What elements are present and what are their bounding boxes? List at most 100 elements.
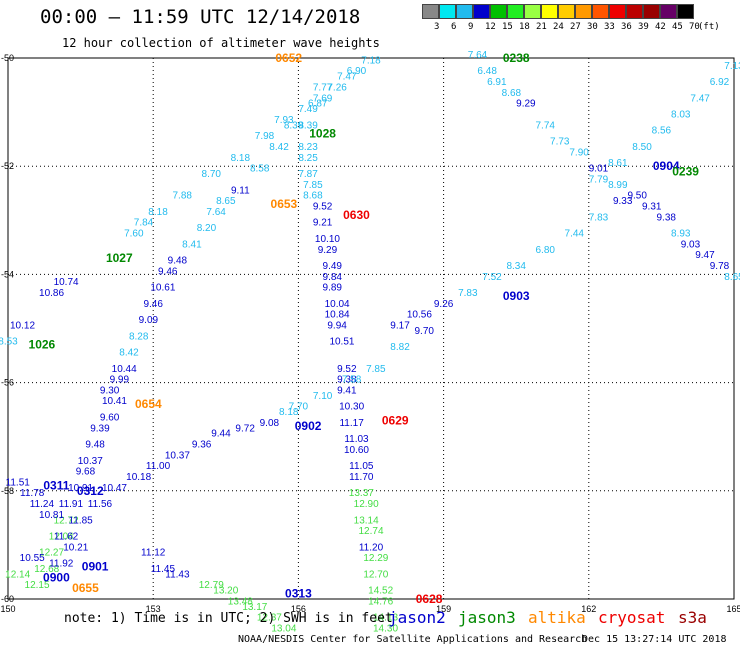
track-time-label: 0628	[416, 592, 443, 606]
legend-label-24: 24	[553, 22, 564, 32]
generated-timestamp: Dec 15 13:27:14 UTC 2018	[582, 634, 727, 645]
wave-height-value: 8.68	[303, 191, 323, 202]
wave-height-value: 9.38	[337, 375, 357, 386]
track-time-label: 0312	[77, 484, 104, 498]
legend-swatch-36	[609, 4, 626, 19]
wave-height-value: 9.48	[168, 256, 188, 267]
wave-height-value: 7.90	[569, 147, 589, 158]
wave-height-value: 12.79	[199, 580, 224, 591]
wave-height-value: 9.30	[100, 385, 120, 396]
map-frame	[7, 57, 735, 600]
color-scale-labels: 3 6 9 12 15 18 21 24 27 30 33 36 39 42 45 70 (ft)	[422, 22, 740, 34]
wave-height-value: 11.92	[49, 559, 74, 570]
wave-height-value: 9.31	[642, 201, 662, 212]
wave-height-value: 8.65	[724, 272, 740, 283]
wave-height-value: 10.47	[102, 483, 127, 494]
wave-height-value: 11.24	[30, 499, 55, 510]
wave-height-value: 7.64	[468, 50, 488, 61]
track-time-label: 1027	[106, 251, 133, 265]
track-time-label: 0900	[43, 570, 70, 584]
track-time-label: 0629	[382, 413, 409, 427]
wave-height-value: 9.29	[516, 99, 536, 110]
wave-height-value: 10.44	[112, 364, 137, 375]
wave-height-value: 7.52	[482, 272, 502, 283]
wave-height-value: 8.93	[671, 229, 691, 240]
lat-tick-label: -56	[1, 378, 14, 388]
wave-height-value: 10.56	[407, 310, 432, 321]
wave-height-value: 6.48	[477, 66, 497, 77]
wave-height-value: 9.70	[415, 326, 435, 337]
wave-height-value: 8.68	[502, 88, 522, 99]
wave-height-value: 7.64	[206, 207, 226, 218]
legend-label-33: 33	[604, 22, 615, 32]
wave-height-value: 12.15	[25, 580, 50, 591]
wave-height-value: 10.81	[39, 510, 64, 521]
track-time-label: 1026	[29, 338, 56, 352]
legend-label-18: 18	[519, 22, 530, 32]
wave-height-value: 10.74	[54, 277, 79, 288]
legend-label-70: 70	[689, 22, 700, 32]
track-time-label: 0630	[343, 208, 370, 222]
legend-swatch-70	[677, 4, 694, 19]
wave-height-value: 7.85	[366, 364, 386, 375]
legend-swatch-24	[541, 4, 558, 19]
legend-swatch-9	[456, 4, 473, 19]
wave-height-value: 8.34	[506, 261, 526, 272]
wave-height-value: 12.90	[354, 499, 379, 510]
wave-height-value: 10.41	[102, 396, 127, 407]
lon-tick-label: 156	[291, 604, 306, 614]
map-subtitle: 12 hour collection of altimeter wave hei…	[62, 36, 380, 50]
track-time-label: 1028	[309, 127, 336, 141]
track-time-label: 0313	[285, 587, 312, 601]
wave-height-value: 13.37	[349, 488, 374, 499]
track-time-label: 0239	[672, 165, 699, 179]
wave-height-value: 8.99	[608, 180, 628, 191]
wave-height-value: 8.70	[202, 169, 222, 180]
wave-height-value: 8.18	[148, 207, 168, 218]
wave-height-value: 11.43	[165, 569, 190, 580]
wave-height-value: 9.46	[143, 299, 163, 310]
wave-height-value: 9.47	[695, 250, 715, 261]
wave-height-value: 9.17	[390, 321, 410, 332]
satellite-legend-cryosat: cryosat	[598, 608, 666, 627]
wave-height-value: 7.73	[550, 137, 570, 148]
wave-height-value: 11.12	[141, 548, 166, 559]
satellite-legend-s3a: s3a	[678, 608, 707, 627]
wave-height-value: 9.52	[337, 364, 357, 375]
wave-height-value: 9.26	[434, 299, 454, 310]
color-scale-legend	[422, 4, 694, 19]
legend-label-42: 42	[655, 22, 666, 32]
lon-tick-label: 153	[146, 604, 161, 614]
satellite-legend-jason3: jason3	[458, 608, 516, 627]
legend-swatch-33	[592, 4, 609, 19]
wave-height-value: 9.50	[627, 191, 647, 202]
track-time-label: 0904	[653, 159, 680, 173]
wave-height-value: 7.70	[289, 402, 309, 413]
wave-height-value: 8.50	[632, 142, 652, 153]
legend-swatch-21	[524, 4, 541, 19]
wave-height-value: 12.70	[363, 569, 388, 580]
wave-height-value: 7.74	[536, 120, 556, 131]
wave-height-value: 8.18	[279, 407, 299, 418]
wave-height-value: 7.60	[124, 229, 144, 240]
wave-height-value: 6.92	[710, 77, 730, 88]
wave-height-value: 9.68	[76, 467, 96, 478]
legend-swatch-45	[660, 4, 677, 19]
credit-text: NOAA/NESDIS Center for Satellite Applica…	[238, 634, 588, 645]
wave-height-value: 7.26	[327, 82, 347, 93]
legend-label-15: 15	[502, 22, 513, 32]
wave-height-value: 11.17	[339, 418, 364, 429]
legend-label-3: 3	[434, 22, 440, 32]
footnote: note: 1) Time is in UTC; 2) SWH is in fe…	[64, 611, 393, 626]
wave-height-value: 11.70	[349, 472, 374, 483]
wave-height-value: 8.53	[0, 337, 18, 348]
wave-height-value: 8.61	[608, 158, 628, 169]
legend-swatch-42	[643, 4, 660, 19]
wave-height-value: 7.83	[589, 212, 609, 223]
wave-height-value: 9.21	[313, 218, 333, 229]
wave-height-value: 12.68	[34, 564, 59, 575]
wave-height-value: 8.28	[129, 331, 149, 342]
track-time-label: 0655	[72, 581, 99, 595]
wave-height-value: 11.51	[6, 477, 31, 488]
wave-height-value: 7.83	[458, 288, 478, 299]
